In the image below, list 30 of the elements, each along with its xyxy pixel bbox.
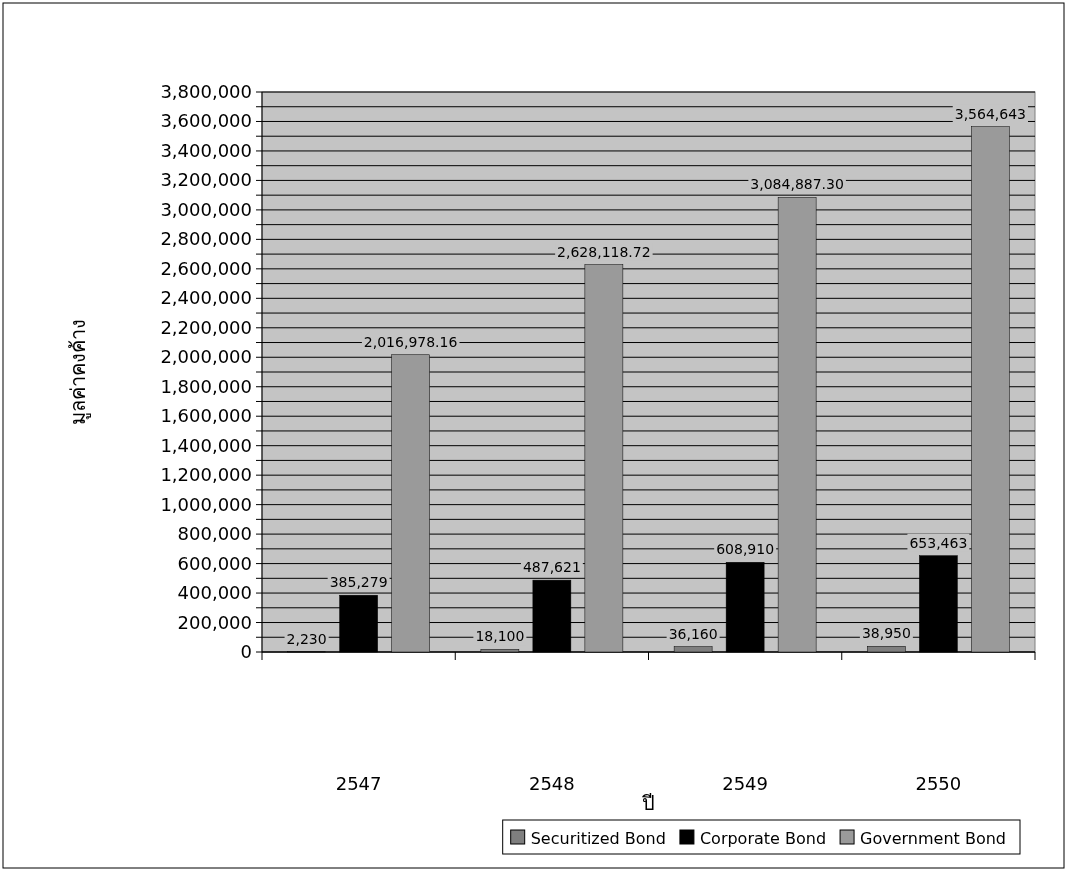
y-tick-label: 2,800,000: [160, 228, 252, 250]
x-axis-title: ปี: [642, 791, 655, 815]
y-tick-label: 400,000: [177, 582, 252, 604]
y-tick-label: 2,400,000: [160, 287, 252, 309]
y-tick-label: 200,000: [177, 611, 252, 633]
y-tick-label: 3,600,000: [160, 110, 252, 132]
y-tick-label: 1,600,000: [160, 405, 252, 427]
y-tick-label: 2,600,000: [160, 257, 252, 279]
y-axis-title: มูลค่าคงค้าง: [66, 319, 91, 425]
y-tick-label: 3,400,000: [160, 139, 252, 161]
data-label: 2,016,978.16: [363, 333, 458, 350]
legend-label: Securitized Bond: [530, 829, 666, 848]
y-tick-label: 2,000,000: [160, 346, 252, 368]
y-tick-label: 1,200,000: [160, 464, 252, 486]
x-tick-label: 2547: [335, 773, 382, 794]
y-tick-label: 3,000,000: [160, 198, 252, 220]
legend-label: Corporate Bond: [699, 829, 827, 848]
y-tick-label: 3,800,000: [160, 81, 252, 102]
y-tick-label: 3,200,000: [160, 169, 252, 191]
y-tick-label: 1,400,000: [160, 434, 252, 456]
y-tick-label: 1,800,000: [160, 375, 252, 397]
x-tick-label: 2550: [915, 773, 962, 794]
y-tick-label: 1,000,000: [160, 493, 252, 515]
x-tick-label: 2548: [528, 773, 575, 794]
y-tick-label: 2,200,000: [160, 316, 252, 338]
y-tick-label: 0: [240, 641, 252, 662]
x-tick-label: 2549: [722, 773, 769, 794]
legend-label: Government Bond: [860, 829, 1006, 848]
y-tick-label: 600,000: [177, 552, 252, 574]
y-tick-label: 800,000: [177, 523, 252, 545]
